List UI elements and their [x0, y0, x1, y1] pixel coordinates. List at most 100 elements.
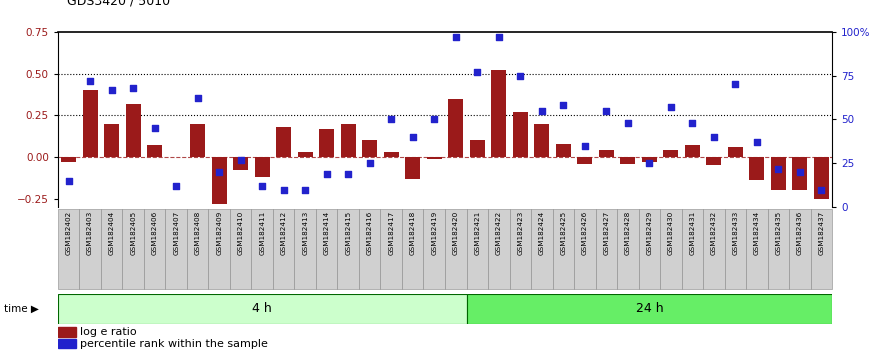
- Bar: [208, 209, 230, 289]
- Point: [749, 139, 764, 145]
- Bar: [555, 144, 570, 157]
- Text: GSM182433: GSM182433: [732, 211, 739, 256]
- Point: [491, 34, 506, 40]
- Point: [212, 169, 226, 175]
- Bar: [792, 157, 807, 190]
- Text: GSM182437: GSM182437: [819, 211, 824, 256]
- Text: GSM182417: GSM182417: [388, 211, 394, 256]
- Text: GSM182425: GSM182425: [561, 211, 566, 256]
- Bar: [384, 152, 399, 157]
- Point: [449, 34, 463, 40]
- Bar: [104, 124, 119, 157]
- Bar: [466, 209, 488, 289]
- Bar: [362, 140, 377, 157]
- Text: GSM182403: GSM182403: [87, 211, 93, 256]
- Bar: [212, 157, 227, 204]
- Text: GSM182434: GSM182434: [754, 211, 760, 256]
- Bar: [402, 209, 424, 289]
- Bar: [595, 209, 617, 289]
- Text: GSM182428: GSM182428: [625, 211, 631, 256]
- Text: GSM182420: GSM182420: [453, 211, 458, 256]
- Bar: [125, 104, 141, 157]
- Bar: [445, 209, 466, 289]
- Text: GDS3420 / 5010: GDS3420 / 5010: [67, 0, 170, 7]
- Text: GSM182404: GSM182404: [109, 211, 115, 256]
- Point: [406, 134, 420, 140]
- Text: GSM182407: GSM182407: [174, 211, 179, 256]
- Point: [728, 82, 742, 87]
- Bar: [488, 209, 509, 289]
- Bar: [728, 147, 743, 157]
- Bar: [531, 209, 553, 289]
- Text: GSM182418: GSM182418: [409, 211, 416, 256]
- Bar: [707, 157, 722, 165]
- Bar: [58, 339, 77, 348]
- Point: [814, 187, 829, 193]
- Text: GSM182435: GSM182435: [775, 211, 781, 256]
- Bar: [341, 124, 356, 157]
- Bar: [316, 209, 337, 289]
- Text: GSM182406: GSM182406: [151, 211, 158, 256]
- Point: [772, 166, 786, 171]
- Bar: [101, 209, 123, 289]
- Text: GSM182432: GSM182432: [711, 211, 716, 256]
- Bar: [405, 157, 420, 179]
- Bar: [320, 129, 335, 157]
- Bar: [684, 145, 700, 157]
- Bar: [190, 124, 206, 157]
- Text: percentile rank within the sample: percentile rank within the sample: [80, 339, 268, 349]
- Bar: [255, 157, 270, 177]
- Bar: [79, 209, 101, 289]
- Point: [643, 160, 657, 166]
- Text: time ▶: time ▶: [4, 304, 39, 314]
- Bar: [187, 209, 208, 289]
- Bar: [617, 209, 639, 289]
- Bar: [724, 209, 746, 289]
- Bar: [578, 157, 593, 164]
- Text: GSM182405: GSM182405: [130, 211, 136, 256]
- Text: GSM182431: GSM182431: [690, 211, 695, 256]
- Text: GSM182430: GSM182430: [668, 211, 674, 256]
- Point: [61, 178, 76, 184]
- Bar: [233, 157, 248, 170]
- Bar: [620, 157, 635, 164]
- Text: GSM182419: GSM182419: [432, 211, 437, 256]
- Point: [190, 96, 205, 101]
- Bar: [491, 70, 506, 157]
- Bar: [426, 157, 441, 159]
- Point: [341, 171, 355, 177]
- Bar: [58, 209, 79, 289]
- Bar: [337, 209, 359, 289]
- Point: [793, 169, 807, 175]
- Bar: [147, 145, 162, 157]
- Bar: [466, 294, 832, 324]
- Bar: [359, 209, 381, 289]
- Point: [362, 160, 376, 166]
- Bar: [813, 157, 829, 199]
- Point: [620, 120, 635, 126]
- Bar: [534, 124, 549, 157]
- Bar: [811, 209, 832, 289]
- Text: GSM182416: GSM182416: [367, 211, 373, 256]
- Bar: [663, 150, 678, 157]
- Bar: [470, 140, 485, 157]
- Bar: [58, 327, 77, 337]
- Bar: [767, 209, 789, 289]
- Text: GSM182414: GSM182414: [324, 211, 329, 256]
- Text: GSM182436: GSM182436: [797, 211, 803, 256]
- Point: [707, 134, 721, 140]
- Point: [104, 87, 118, 92]
- Point: [298, 187, 312, 193]
- Bar: [297, 152, 312, 157]
- Point: [126, 85, 141, 91]
- Point: [578, 143, 592, 149]
- Bar: [771, 157, 786, 190]
- Text: GSM182429: GSM182429: [646, 211, 652, 256]
- Bar: [599, 150, 614, 157]
- Bar: [230, 209, 252, 289]
- Point: [535, 108, 549, 114]
- Text: log e ratio: log e ratio: [80, 327, 137, 337]
- Point: [277, 187, 291, 193]
- Bar: [703, 209, 724, 289]
- Bar: [273, 209, 295, 289]
